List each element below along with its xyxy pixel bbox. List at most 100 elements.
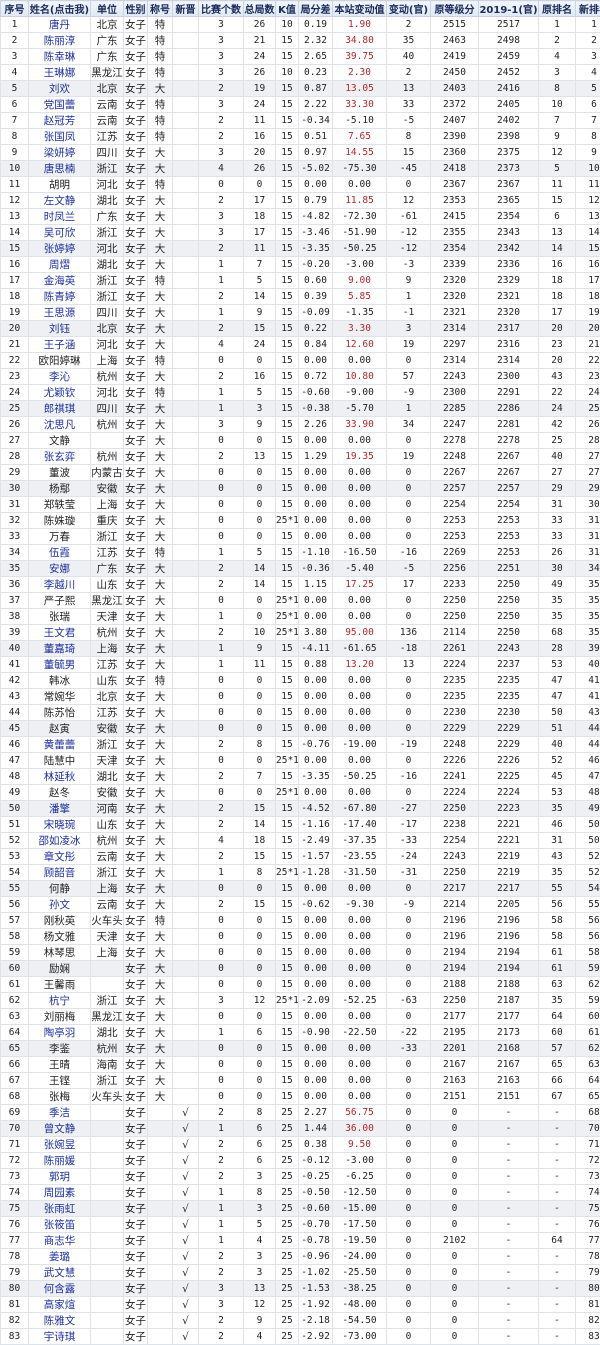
player-name-link[interactable]: 林延秋: [29, 769, 91, 785]
player-name-link[interactable]: 唐丹: [29, 17, 91, 33]
player-name-link[interactable]: 梁妍婷: [29, 145, 91, 161]
cell-total-rounds: 24: [244, 337, 276, 353]
cell-games: 3: [199, 97, 244, 113]
cell-round-diff: 0.00: [299, 1073, 333, 1089]
cell-round-diff: -0.20: [299, 257, 333, 273]
player-name-link[interactable]: 王思源: [29, 305, 91, 321]
player-name-link[interactable]: 陶亭羽: [29, 1025, 91, 1041]
player-name-link[interactable]: 陈雅文: [29, 1313, 91, 1329]
player-name-link[interactable]: 张雨虹: [29, 1201, 91, 1217]
player-name-link[interactable]: 赵冠芳: [29, 113, 91, 129]
cell-total-rounds: 0: [244, 1073, 276, 1089]
cell-index: 77: [1, 1233, 29, 1249]
player-name-link[interactable]: 尤颖钦: [29, 385, 91, 401]
player-name-link[interactable]: 何含露: [29, 1281, 91, 1297]
player-name-link[interactable]: 周园素: [29, 1185, 91, 1201]
player-name-link[interactable]: 唐思楠: [29, 161, 91, 177]
player-name-link[interactable]: 金海英: [29, 273, 91, 289]
cell-official-change: 13: [387, 657, 431, 673]
cell-original-rank: 61: [539, 961, 576, 977]
player-name-link[interactable]: 沈思凡: [29, 417, 91, 433]
player-name-link[interactable]: 董嘉琦: [29, 641, 91, 657]
player-name-link[interactable]: 宋晓琬: [29, 817, 91, 833]
player-name-link[interactable]: 董毓男: [29, 657, 91, 673]
player-name-link[interactable]: 张玄弈: [29, 449, 91, 465]
cell-station-change: 33.90: [333, 417, 387, 433]
column-header-name[interactable]: 姓名(点击我): [29, 1, 91, 17]
cell-k-value: 15: [276, 1057, 299, 1073]
player-name-link[interactable]: 季洁: [29, 1105, 91, 1121]
player-name-link[interactable]: 陈青婷: [29, 289, 91, 305]
player-name-link[interactable]: 王子涵: [29, 337, 91, 353]
player-name-link[interactable]: 高家煊: [29, 1297, 91, 1313]
cell-title: [148, 1185, 173, 1201]
cell-title: [148, 1281, 173, 1297]
cell-station-change: 11.85: [333, 193, 387, 209]
cell-new-rank: 22: [576, 353, 600, 369]
player-name-link[interactable]: 党国蕾: [29, 97, 91, 113]
cell-k-value: 10: [276, 17, 299, 33]
player-name-link[interactable]: 安娜: [29, 561, 91, 577]
player-name-link[interactable]: 张筱笛: [29, 1217, 91, 1233]
player-name-link[interactable]: 李越川: [29, 577, 91, 593]
player-name-link[interactable]: 时凤兰: [29, 209, 91, 225]
player-name-link[interactable]: 潘擎: [29, 801, 91, 817]
player-name-link[interactable]: 郭玥: [29, 1169, 91, 1185]
cell-original-rank: 26: [539, 545, 576, 561]
cell-official-change: 0: [387, 1297, 431, 1313]
player-name-link[interactable]: 李沁: [29, 369, 91, 385]
player-name-link[interactable]: 陈丽媛: [29, 1153, 91, 1169]
cell-unit: 安徽: [91, 481, 124, 497]
player-name-link[interactable]: 郎祺琪: [29, 401, 91, 417]
player-name-link[interactable]: 王文君: [29, 625, 91, 641]
cell-station-change: -37.35: [333, 833, 387, 849]
player-name-link[interactable]: 邵如凌冰: [29, 833, 91, 849]
player-name-link[interactable]: 宇诗琪: [29, 1329, 91, 1345]
player-name-link[interactable]: 武文慧: [29, 1265, 91, 1281]
player-name-link[interactable]: 伍霞: [29, 545, 91, 561]
player-name-link[interactable]: 商志华: [29, 1233, 91, 1249]
cell-title: [148, 1201, 173, 1217]
player-name-link[interactable]: 张婷婷: [29, 241, 91, 257]
player-name-link[interactable]: 左文静: [29, 193, 91, 209]
player-name-link[interactable]: 刘钰: [29, 321, 91, 337]
cell-original-rating: 2320: [431, 289, 479, 305]
cell-new-promotion: √: [173, 1233, 199, 1249]
cell-new-rank: 63: [576, 1057, 600, 1073]
player-name-link[interactable]: 顾韶音: [29, 865, 91, 881]
player-name-link[interactable]: 王琳娜: [29, 65, 91, 81]
player-name-link[interactable]: 周熠: [29, 257, 91, 273]
cell-title: 大: [148, 449, 173, 465]
player-name-link[interactable]: 张国凤: [29, 129, 91, 145]
cell-gender: 女子: [124, 33, 148, 49]
player-name-link[interactable]: 陈幸琳: [29, 49, 91, 65]
player-name-link[interactable]: 章文彤: [29, 849, 91, 865]
cell-original-rank: 24: [539, 401, 576, 417]
cell-official-change: 0: [387, 481, 431, 497]
cell-new-rank: 44: [576, 721, 600, 737]
cell-games: 2: [199, 801, 244, 817]
cell-original-rating: 2250: [431, 593, 479, 609]
player-name-link[interactable]: 姜璐: [29, 1249, 91, 1265]
player-name-link[interactable]: 孙文: [29, 897, 91, 913]
cell-station-change: -38.25: [333, 1281, 387, 1297]
player-name-link[interactable]: 吴可欣: [29, 225, 91, 241]
player-name-link[interactable]: 黄蕾蕾: [29, 737, 91, 753]
player-name-link: 文静: [29, 433, 91, 449]
cell-official-change: -18: [387, 641, 431, 657]
cell-unit: 北京: [91, 689, 124, 705]
cell-original-rating: 2254: [431, 833, 479, 849]
cell-gender: 女子: [124, 433, 148, 449]
cell-index: 7: [1, 113, 29, 129]
player-name-link[interactable]: 刘欢: [29, 81, 91, 97]
cell-total-rounds: 6: [244, 1137, 276, 1153]
player-name-link[interactable]: 杭宁: [29, 993, 91, 1009]
player-name-link[interactable]: 张婉昱: [29, 1137, 91, 1153]
cell-gender: 女子: [124, 1121, 148, 1137]
player-name-link[interactable]: 曾文静: [29, 1121, 91, 1137]
player-name-link[interactable]: 陈丽淳: [29, 33, 91, 49]
cell-original-rating: 0: [431, 1265, 479, 1281]
